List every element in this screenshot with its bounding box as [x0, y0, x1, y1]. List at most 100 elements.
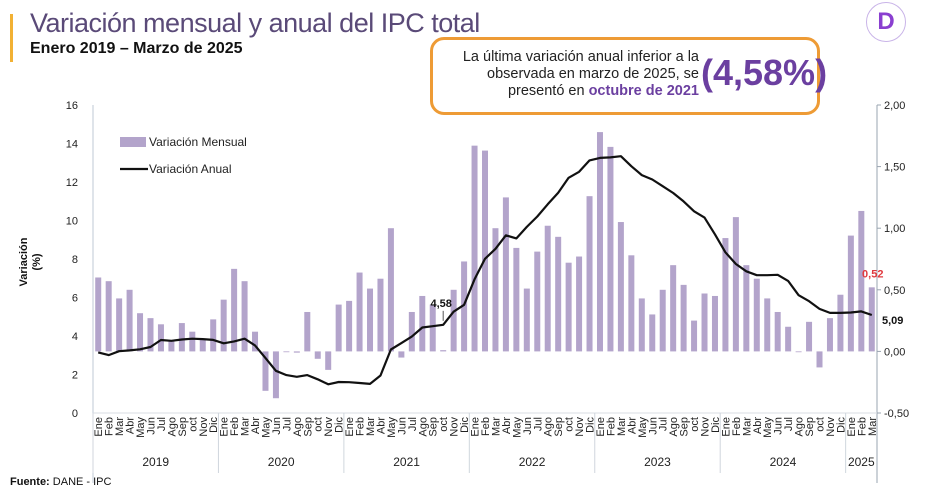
bar-mensual [325, 351, 332, 370]
month-label: Jun [522, 417, 534, 435]
month-label: Feb [856, 417, 868, 436]
year-label: 2022 [519, 455, 546, 469]
month-label: Feb [480, 417, 492, 436]
year-label: 2021 [393, 455, 420, 469]
callout-text: La última variación anual inferior a la … [441, 49, 699, 100]
month-label: Jul [783, 417, 795, 431]
right-tick-label: 0,50 [884, 285, 905, 297]
y-axis-title: Variación(%) [18, 237, 43, 286]
month-label: Mar [490, 417, 502, 436]
bar-mensual [523, 288, 530, 352]
year-label: 2020 [268, 455, 295, 469]
bar-mensual [147, 318, 154, 352]
bar-mensual [847, 235, 854, 352]
bar-mensual [502, 197, 509, 352]
bar-mensual [105, 281, 112, 352]
bar-mensual [293, 351, 300, 353]
month-label: May [260, 417, 272, 438]
month-label: Ago [292, 417, 304, 437]
left-tick-label: 10 [66, 216, 78, 228]
bar-mensual [732, 217, 739, 352]
month-label: Sep [177, 417, 189, 437]
left-tick-label: 0 [72, 408, 78, 420]
bar-mensual [806, 321, 813, 352]
bar-mensual [461, 261, 468, 352]
line-anual [97, 155, 873, 386]
month-label: Mar [616, 417, 628, 436]
dane-logo-icon: D [866, 2, 906, 42]
month-label: Mar [741, 417, 753, 436]
bar-mensual [346, 300, 353, 352]
month-label: Abr [250, 417, 262, 434]
month-label: Jul [156, 417, 168, 431]
month-label: oct [564, 417, 576, 432]
bar-mensual [241, 281, 248, 352]
month-label: Dic [208, 417, 220, 433]
bar-mensual [252, 331, 259, 352]
month-label: Jun [271, 417, 283, 435]
month-label: Jun [773, 417, 785, 435]
bar-mensual [335, 304, 342, 352]
bar-mensual [743, 265, 750, 352]
month-label: Dic [835, 417, 847, 433]
bar-mensual [356, 272, 363, 352]
bar-mensual [534, 251, 541, 352]
month-label: Sep [553, 417, 565, 437]
month-label: Sep [302, 417, 314, 437]
month-label: Dic [710, 417, 722, 433]
right-tick-label: -0,50 [884, 408, 909, 420]
bar-mensual [576, 256, 583, 352]
bar-mensual [178, 323, 185, 352]
bar-mensual [659, 289, 666, 352]
left-tick-label: 12 [66, 177, 78, 189]
year-label: 2025 [848, 455, 875, 469]
bar-mensual [701, 293, 708, 352]
month-label: Ene [219, 417, 231, 437]
month-label: Ene [846, 417, 858, 437]
bar-mensual [826, 318, 833, 352]
month-label: Feb [355, 417, 367, 436]
bar-mensual [471, 145, 478, 352]
month-label: Ene [93, 417, 105, 437]
bar-mensual [126, 289, 133, 352]
month-label: May [637, 417, 649, 438]
bar-mensual [565, 262, 572, 352]
bar-mensual [199, 339, 206, 352]
bar-mensual [492, 228, 499, 352]
bar-mensual [607, 146, 614, 352]
month-label: Sep [428, 417, 440, 437]
month-label: oct [689, 417, 701, 432]
source-note: Fuente: DANE - IPC [10, 476, 111, 488]
bar-mensual [116, 298, 123, 352]
month-label: Jul [407, 417, 419, 431]
source-value: DANE - IPC [49, 476, 112, 488]
bar-mensual [440, 350, 447, 352]
callout-box: La última variación anual inferior a la … [430, 37, 827, 115]
bar-mensual [555, 236, 562, 352]
bar-mensual [408, 311, 415, 352]
year-label: 2024 [770, 455, 797, 469]
month-label: Feb [605, 417, 617, 436]
month-label: Mar [867, 417, 879, 436]
left-tick-label: 16 [66, 100, 78, 112]
month-label: oct [438, 417, 450, 432]
page-title: Variación mensual y anual del IPC total [30, 8, 480, 38]
right-tick-label: 1,00 [884, 223, 905, 235]
bar-mensual [95, 277, 102, 352]
source-label: Fuente: [10, 476, 50, 488]
bar-mensual [596, 132, 603, 352]
bar-mensual [137, 313, 144, 352]
bar-mensual [482, 150, 488, 352]
month-label: Nov [825, 417, 837, 437]
bar-mensual [858, 210, 865, 352]
right-tick-label: 2,00 [884, 100, 905, 112]
month-label: Abr [501, 417, 513, 434]
month-label: Ene [470, 417, 482, 437]
month-label: Feb [104, 417, 116, 436]
left-tick-label: 14 [66, 139, 78, 151]
month-label: May [511, 417, 523, 438]
bar-mensual [670, 265, 677, 352]
bar-mensual [868, 287, 875, 352]
month-label: Sep [804, 417, 816, 437]
